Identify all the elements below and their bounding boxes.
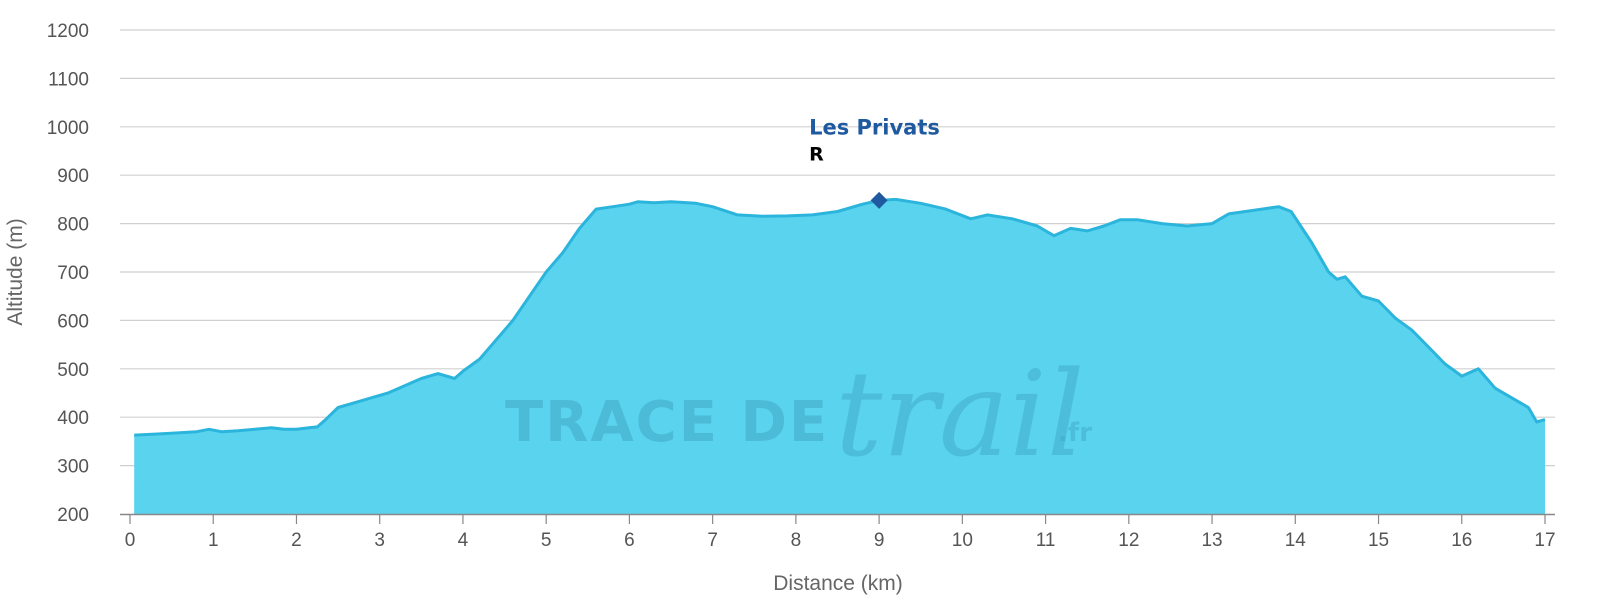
x-axis-title: Distance (km) [773, 572, 903, 595]
y-tick-label: 800 [57, 215, 89, 236]
x-tick-label: 1 [208, 530, 219, 551]
watermark-text-3: .fr [1058, 418, 1092, 448]
x-tick-label: 5 [541, 530, 552, 551]
y-tick-label: 200 [57, 505, 89, 526]
x-tick-label: 13 [1201, 530, 1222, 551]
x-tick-label: 7 [707, 530, 718, 551]
elevation-series [134, 197, 1546, 514]
x-tick-label: 16 [1451, 530, 1472, 551]
x-axis: 0 1 2 3 4 5 6 7 8 9 10 11 12 13 14 15 16 17 [120, 513, 1556, 551]
x-tick-label: 4 [458, 530, 469, 551]
y-tick-label: 700 [57, 263, 89, 284]
watermark-text-1: TRACE DE [505, 390, 829, 455]
y-tick-label: 300 [57, 457, 89, 478]
y-axis: 200 300 400 500 600 700 800 900 1000 1100 1200 [47, 21, 89, 526]
y-axis-title: Altitude (m) [4, 218, 27, 325]
y-tick-label: 1000 [47, 118, 89, 139]
waypoint-marker[interactable] [870, 191, 888, 209]
elevation-line [134, 197, 1546, 437]
x-tick-label: 17 [1534, 530, 1555, 551]
watermark-text-2: trail [835, 345, 1085, 483]
elevation-area [134, 199, 1546, 514]
x-tick-label: 14 [1285, 530, 1307, 551]
watermark: TRACE DE trail .fr [505, 345, 1092, 483]
x-tick-label: 11 [1036, 530, 1056, 551]
waypoint-annotation: Les Privats R [809, 115, 940, 209]
y-tick-label: 900 [57, 166, 89, 187]
y-tick-label: 1200 [47, 21, 89, 42]
waypoint-code: R [809, 143, 824, 165]
waypoint-name: Les Privats [809, 115, 940, 139]
y-tick-label: 500 [57, 360, 89, 381]
x-tick-label: 6 [624, 530, 635, 551]
x-tick-label: 0 [125, 530, 136, 551]
x-tick-label: 3 [374, 530, 385, 551]
x-tick-label: 8 [791, 530, 802, 551]
y-tick-label: 1100 [48, 69, 89, 90]
x-tick-label: 9 [874, 530, 885, 551]
x-tick-label: 15 [1368, 530, 1389, 551]
y-tick-label: 400 [57, 408, 89, 429]
x-tick-label: 10 [952, 530, 973, 551]
x-tick-label: 2 [291, 530, 302, 551]
y-tick-label: 600 [57, 311, 89, 332]
x-tick-label: 12 [1118, 530, 1139, 551]
